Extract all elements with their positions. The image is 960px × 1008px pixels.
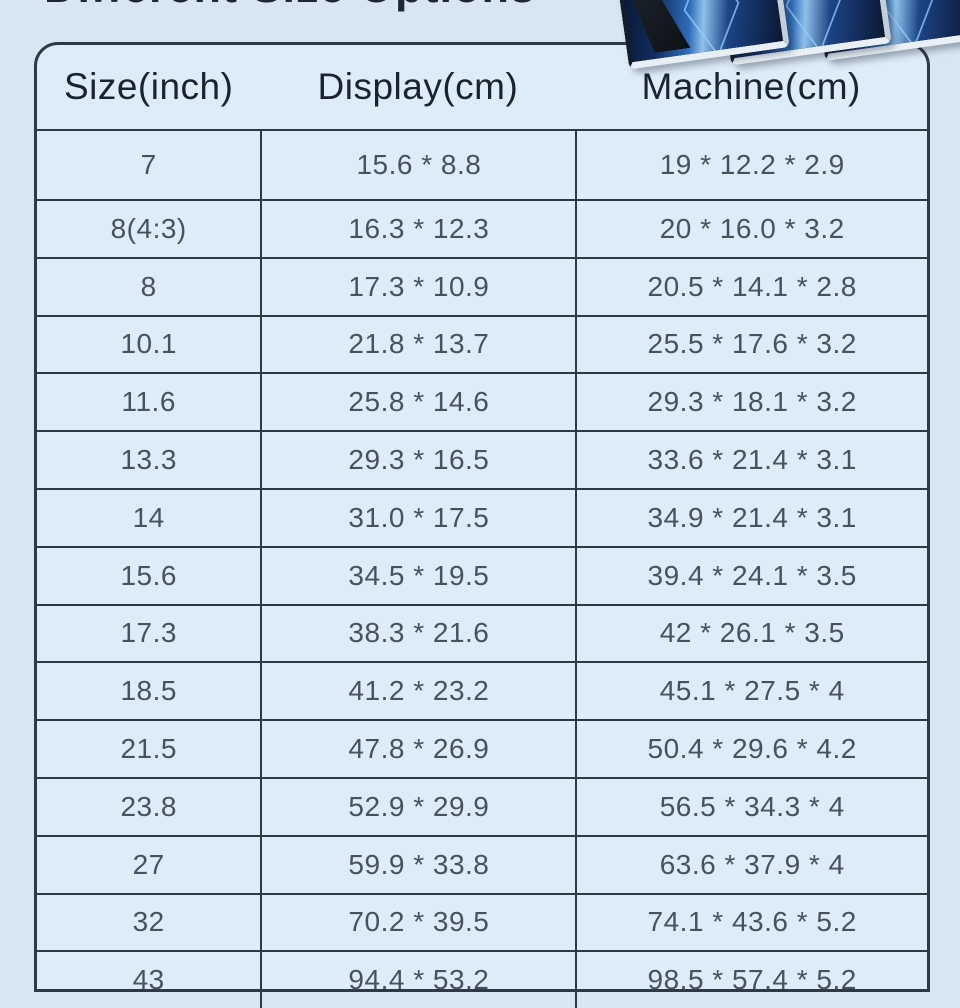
cell-size: 15.6: [37, 548, 260, 604]
cell-size: 43: [37, 952, 260, 1008]
cell-machine: 42 * 26.1 * 3.5: [575, 606, 927, 662]
cell-machine: 98.5 * 57.4 * 5.2: [575, 952, 927, 1008]
cell-machine: 34.9 * 21.4 * 3.1: [575, 490, 927, 546]
cell-size: 18.5: [37, 663, 260, 719]
tablets-illustration: [618, 0, 960, 68]
cell-display: 41.2 * 23.2: [260, 663, 575, 719]
column-header-size: Size(inch): [37, 66, 260, 108]
screen-diamond-graphic: [683, 0, 739, 57]
cell-display: 94.4 * 53.2: [260, 952, 575, 1008]
cell-machine: 20 * 16.0 * 3.2: [575, 201, 927, 257]
cell-size: 14: [37, 490, 260, 546]
cell-display: 31.0 * 17.5: [260, 490, 575, 546]
cell-size: 17.3: [37, 606, 260, 662]
cell-size: 13.3: [37, 432, 260, 488]
cell-machine: 63.6 * 37.9 * 4: [575, 837, 927, 893]
cell-size: 8: [37, 259, 260, 315]
cell-display: 15.6 * 8.8: [260, 131, 575, 199]
cell-display: 59.9 * 33.8: [260, 837, 575, 893]
cell-display: 17.3 * 10.9: [260, 259, 575, 315]
cell-size: 21.5: [37, 721, 260, 777]
cell-display: 25.8 * 14.6: [260, 374, 575, 430]
column-header-machine: Machine(cm): [575, 66, 927, 108]
cell-size: 23.8: [37, 779, 260, 835]
cell-size: 27: [37, 837, 260, 893]
cell-display: 34.5 * 19.5: [260, 548, 575, 604]
cell-display: 21.8 * 13.7: [260, 317, 575, 373]
cell-machine: 45.1 * 27.5 * 4: [575, 663, 927, 719]
cell-display: 38.3 * 21.6: [260, 606, 575, 662]
cell-machine: 20.5 * 14.1 * 2.8: [575, 259, 927, 315]
cell-machine: 29.3 * 18.1 * 3.2: [575, 374, 927, 430]
cell-machine: 74.1 * 43.6 * 5.2: [575, 895, 927, 951]
cell-machine: 33.6 * 21.4 * 3.1: [575, 432, 927, 488]
cell-display: 29.3 * 16.5: [260, 432, 575, 488]
cell-display: 52.9 * 29.9: [260, 779, 575, 835]
cell-size: 32: [37, 895, 260, 951]
cell-display: 70.2 * 39.5: [260, 895, 575, 951]
cell-display: 16.3 * 12.3: [260, 201, 575, 257]
cell-size: 8(4:3): [37, 201, 260, 257]
cell-machine: 50.4 * 29.6 * 4.2: [575, 721, 927, 777]
cell-size: 10.1: [37, 317, 260, 373]
cell-machine: 19 * 12.2 * 2.9: [575, 131, 927, 199]
screen-diamond-graphic: [785, 0, 841, 53]
cell-display: 47.8 * 26.9: [260, 721, 575, 777]
cell-size: 7: [37, 131, 260, 199]
column-header-display: Display(cm): [260, 66, 575, 108]
cell-size: 11.6: [37, 374, 260, 430]
cell-machine: 25.5 * 17.6 * 3.2: [575, 317, 927, 373]
cell-machine: 39.4 * 24.1 * 3.5: [575, 548, 927, 604]
cell-machine: 56.5 * 34.3 * 4: [575, 779, 927, 835]
page-title: Different Size Options: [44, 0, 536, 9]
